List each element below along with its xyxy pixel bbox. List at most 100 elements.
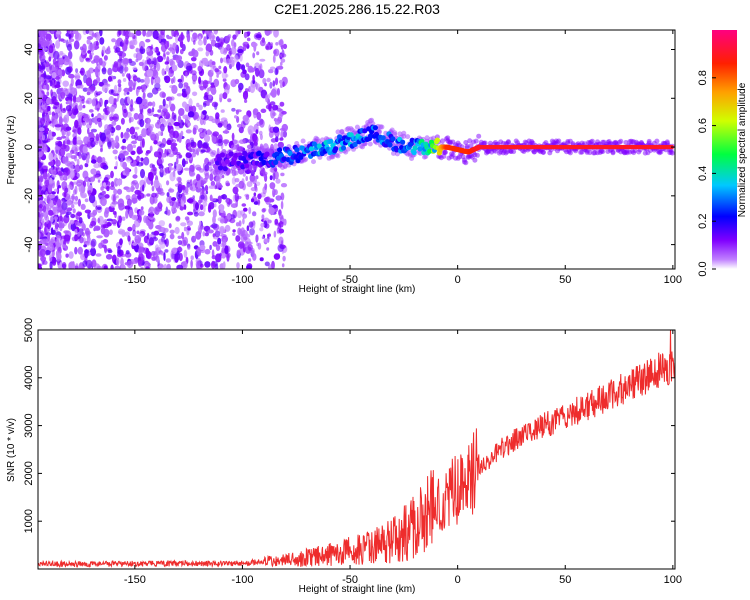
noise-speckle: [124, 167, 130, 175]
noise-speckle: [278, 228, 285, 234]
noise-speckle: [215, 112, 220, 120]
noise-speckle: [244, 88, 249, 93]
noise-speckle: [256, 242, 260, 247]
noise-speckle: [224, 224, 231, 232]
noise-speckle: [214, 263, 219, 269]
noise-speckle: [117, 79, 122, 85]
noise-speckle: [71, 236, 78, 242]
noise-speckle: [104, 194, 110, 199]
noise-speckle: [226, 253, 230, 262]
snr-series-line: [38, 330, 675, 569]
noise-speckle: [148, 171, 154, 181]
noise-speckle: [170, 78, 174, 84]
noise-speckle: [200, 204, 204, 211]
noise-speckle: [113, 188, 118, 195]
ridge-point: [362, 128, 368, 134]
noise-speckle: [99, 132, 107, 142]
snr-frame: [37, 329, 676, 570]
noise-speckle: [54, 84, 61, 89]
noise-speckle: [235, 222, 240, 227]
noise-speckle: [38, 151, 43, 156]
noise-speckle: [56, 31, 61, 35]
noise-speckle: [114, 265, 121, 269]
noise-speckle: [264, 30, 271, 36]
noise-speckle: [213, 30, 218, 35]
noise-speckle: [61, 201, 68, 211]
noise-speckle: [163, 51, 166, 57]
noise-speckle: [121, 216, 126, 221]
noise-speckle: [73, 40, 80, 50]
noise-speckle: [262, 186, 267, 195]
ridge-point: [328, 138, 334, 144]
noise-speckle: [77, 231, 81, 237]
noise-speckle: [132, 174, 138, 179]
noise-speckle: [273, 117, 278, 122]
noise-speckle: [110, 112, 114, 118]
noise-speckle: [84, 163, 89, 168]
noise-speckle: [236, 210, 243, 219]
noise-speckle: [89, 247, 97, 257]
noise-speckle: [160, 42, 165, 46]
noise-speckle: [110, 170, 114, 179]
noise-speckle: [160, 111, 167, 117]
noise-speckle: [100, 182, 105, 187]
noise-speckle: [65, 253, 69, 258]
noise-speckle: [56, 257, 61, 262]
noise-speckle: [64, 56, 70, 63]
noise-speckle: [274, 222, 281, 226]
noise-speckle: [39, 30, 46, 38]
ridge-halo: [646, 138, 652, 144]
ridge-halo: [391, 150, 396, 156]
noise-speckle: [176, 264, 184, 269]
noise-speckle: [52, 206, 58, 212]
noise-speckle: [97, 91, 103, 95]
noise-speckle: [184, 263, 187, 267]
noise-speckle: [218, 37, 226, 44]
noise-speckle: [132, 75, 138, 82]
noise-speckle: [225, 182, 230, 187]
noise-speckle: [102, 164, 109, 170]
ridge-halo: [211, 150, 217, 156]
noise-speckle: [235, 183, 243, 188]
noise-speckle: [217, 184, 223, 189]
noise-speckle: [57, 171, 63, 176]
noise-speckle: [147, 101, 153, 106]
ridge-point: [352, 141, 358, 147]
noise-speckle: [61, 135, 67, 139]
noise-speckle: [210, 180, 216, 187]
noise-speckle: [66, 201, 72, 206]
noise-speckle: [128, 79, 134, 88]
noise-speckle: [128, 58, 133, 64]
noise-speckle: [74, 32, 82, 41]
noise-speckle: [61, 69, 66, 77]
noise-speckle: [253, 192, 257, 197]
noise-speckle: [265, 94, 269, 103]
noise-speckle: [177, 78, 183, 83]
noise-speckle: [233, 139, 240, 145]
noise-speckle: [202, 102, 207, 108]
noise-speckle: [105, 253, 113, 260]
noise-speckle: [237, 241, 245, 249]
noise-speckle: [189, 179, 193, 187]
noise-speckle: [62, 156, 66, 165]
noise-speckle: [160, 153, 167, 158]
noise-speckle: [237, 48, 244, 54]
noise-speckle: [138, 246, 145, 253]
noise-speckle: [279, 83, 283, 88]
ridge-point: [412, 145, 418, 151]
noise-speckle: [132, 242, 138, 246]
noise-speckle: [115, 46, 121, 53]
noise-speckle: [189, 186, 193, 191]
noise-speckle: [157, 131, 163, 136]
noise-speckle: [88, 118, 93, 126]
noise-speckle: [234, 115, 238, 119]
noise-speckle: [196, 102, 200, 108]
noise-speckle: [49, 215, 54, 223]
noise-speckle: [166, 96, 173, 102]
y-tick-label: 3000: [23, 413, 35, 437]
noise-speckle: [115, 124, 122, 131]
noise-speckle: [71, 193, 75, 202]
noise-speckle: [186, 220, 193, 226]
noise-speckle: [107, 249, 113, 254]
noise-speckle: [222, 130, 230, 134]
